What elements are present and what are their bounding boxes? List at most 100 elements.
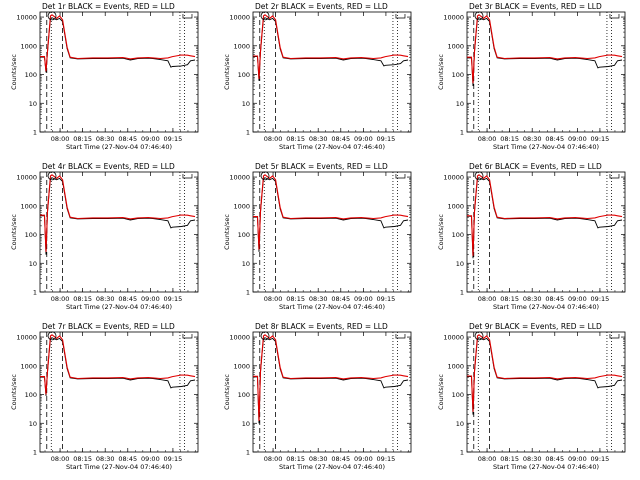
x-tick-label: 09:00 — [354, 295, 373, 303]
x-tick-label: 09:00 — [141, 135, 160, 143]
x-tick-label: 09:00 — [568, 295, 587, 303]
x-axis-label: Start Time (27-Nov-04 07:46:40) — [66, 303, 172, 311]
x-tick-label: 08:15 — [73, 135, 92, 143]
series-lld-line — [467, 334, 623, 412]
y-tick-label: 1 — [33, 449, 37, 457]
y-tick-label: 10000 — [229, 14, 250, 22]
y-tick-label: 100 — [238, 71, 250, 79]
series-lld-line — [253, 14, 409, 80]
panel-det-2: Det 2r BLACK = Events, RED = LLD 1 10 100 10… — [223, 2, 412, 151]
x-tick-label: 08:00 — [264, 135, 283, 143]
x-axis-label: Start Time (27-Nov-04 07:46:40) — [279, 303, 385, 311]
y-tick-label: 100 — [452, 71, 464, 79]
x-tick-label: 08:00 — [264, 295, 283, 303]
top-bracket-marker — [182, 14, 193, 19]
y-axis-label: Counts/sec — [10, 374, 18, 410]
y-axis-label: Counts/sec — [10, 214, 18, 250]
x-tick-label: 08:00 — [51, 295, 70, 303]
y-axis-label: Counts/sec — [223, 54, 231, 90]
x-tick-label: 08:45 — [331, 455, 350, 463]
plot-frame — [39, 11, 199, 133]
x-tick-label: 08:45 — [331, 295, 350, 303]
y-tick-label: 1 — [246, 129, 250, 137]
top-bracket-marker — [395, 14, 406, 19]
x-tick-label: 08:45 — [118, 295, 137, 303]
plot-frame — [252, 11, 412, 133]
panel-det-8: Det 8r BLACK = Events, RED = LLD 1 10 100 10… — [223, 322, 412, 471]
x-tick-label: 09:15 — [164, 295, 183, 303]
y-tick-label: 1000 — [447, 362, 464, 370]
panel-det-1: Det 1r BLACK = Events, RED = LLD 1 10 100 10… — [10, 2, 199, 151]
x-axis-label: Start Time (27-Nov-04 07:46:40) — [493, 303, 599, 311]
x-axis-label: Start Time (27-Nov-04 07:46:40) — [279, 463, 385, 471]
x-tick-label: 08:45 — [331, 135, 350, 143]
y-tick-label: 10000 — [443, 174, 464, 182]
panel-title: Det 1r BLACK = Events, RED = LLD — [42, 2, 175, 11]
x-tick-label: 08:30 — [309, 455, 328, 463]
y-tick-label: 1 — [33, 289, 37, 297]
peak-marker — [47, 331, 57, 341]
x-tick-label: 09:00 — [141, 455, 160, 463]
y-tick-label: 10 — [456, 260, 464, 268]
x-tick-label: 09:15 — [164, 135, 183, 143]
x-tick-label: 08:45 — [545, 455, 564, 463]
y-axis-label: Counts/sec — [223, 214, 231, 250]
y-tick-label: 1000 — [447, 42, 464, 50]
y-axis-label: Counts/sec — [437, 54, 445, 90]
plot-frame — [466, 171, 626, 293]
y-tick-label: 1000 — [20, 362, 37, 370]
y-tick-label: 1 — [460, 449, 464, 457]
series-lld-line — [253, 174, 409, 250]
y-tick-label: 10000 — [16, 14, 37, 22]
y-tick-label: 10 — [456, 100, 464, 108]
x-tick-label: 09:15 — [591, 135, 610, 143]
panel-det-5: Det 5r BLACK = Events, RED = LLD 1 10 100 10… — [223, 162, 412, 311]
series-lld-line — [253, 334, 409, 422]
top-bracket-marker — [609, 174, 620, 179]
y-tick-label: 1000 — [233, 202, 250, 210]
peak-marker — [47, 11, 57, 21]
y-tick-label: 10000 — [229, 174, 250, 182]
plot-frame — [39, 331, 199, 453]
x-tick-label: 09:00 — [568, 135, 587, 143]
y-tick-label: 10 — [456, 420, 464, 428]
panel-title: Det 7r BLACK = Events, RED = LLD — [42, 322, 175, 331]
x-tick-label: 08:00 — [51, 135, 70, 143]
y-tick-label: 1000 — [233, 362, 250, 370]
x-tick-label: 09:15 — [164, 455, 183, 463]
y-axis-label: Counts/sec — [437, 214, 445, 250]
x-tick-label: 09:00 — [354, 455, 373, 463]
panel-det-7: Det 7r BLACK = Events, RED = LLD 1 10 100 10… — [10, 322, 199, 471]
panel-det-3: Det 3r BLACK = Events, RED = LLD 1 10 100 10… — [437, 2, 626, 151]
x-tick-label: 08:15 — [500, 455, 519, 463]
y-tick-label: 1000 — [20, 42, 37, 50]
y-tick-label: 100 — [452, 391, 464, 399]
plot-frame — [466, 331, 626, 453]
y-axis-label: Counts/sec — [10, 54, 18, 90]
top-bracket-marker — [182, 334, 193, 339]
x-axis-label: Start Time (27-Nov-04 07:46:40) — [493, 463, 599, 471]
y-tick-label: 100 — [25, 231, 37, 239]
x-tick-label: 09:15 — [377, 455, 396, 463]
x-tick-label: 08:15 — [286, 455, 305, 463]
x-tick-label: 08:15 — [500, 295, 519, 303]
top-bracket-marker — [395, 174, 406, 179]
x-tick-label: 08:30 — [523, 455, 542, 463]
top-bracket-marker — [609, 14, 620, 19]
y-tick-label: 100 — [25, 391, 37, 399]
series-lld-line — [40, 14, 196, 72]
x-tick-label: 08:30 — [309, 295, 328, 303]
x-tick-label: 08:00 — [478, 455, 497, 463]
x-tick-label: 08:00 — [264, 455, 283, 463]
peak-marker — [260, 171, 270, 181]
x-tick-label: 08:15 — [286, 135, 305, 143]
series-lld-line — [467, 14, 623, 84]
x-tick-label: 08:45 — [118, 455, 137, 463]
x-tick-label: 08:45 — [545, 295, 564, 303]
y-tick-label: 1 — [246, 449, 250, 457]
x-tick-label: 08:15 — [500, 135, 519, 143]
x-tick-label: 09:15 — [591, 455, 610, 463]
panel-title: Det 6r BLACK = Events, RED = LLD — [469, 162, 602, 171]
y-tick-label: 10 — [29, 260, 37, 268]
y-tick-label: 10 — [242, 420, 250, 428]
